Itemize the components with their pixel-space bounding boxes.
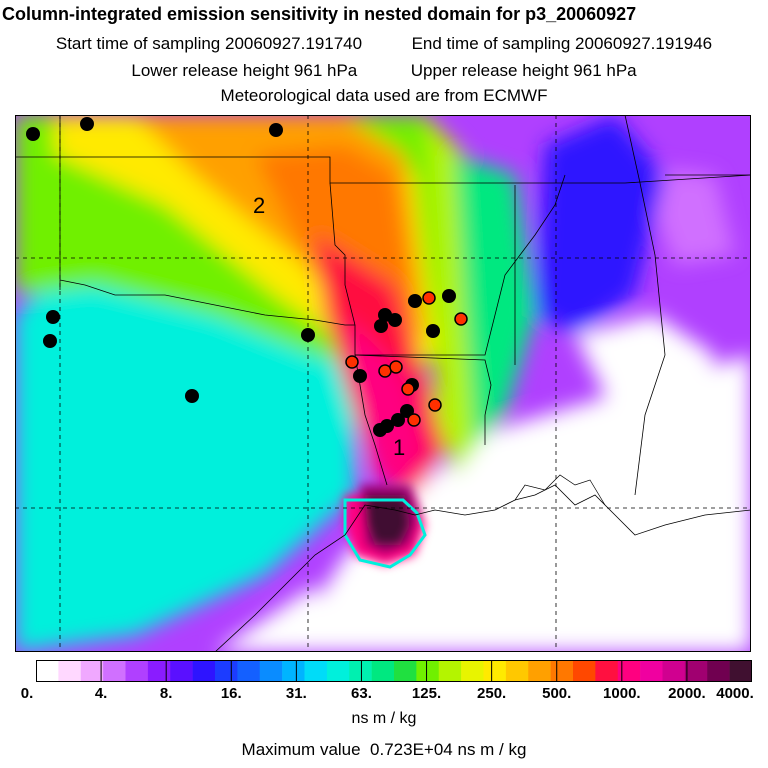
obs-point-red — [428, 398, 442, 412]
end-time-value: 20060927.191946 — [575, 34, 713, 53]
upper-release-value: 961 hPa — [573, 61, 637, 80]
colorbar-swatch — [103, 660, 126, 682]
colorbar-tick-label: 31. — [285, 685, 307, 702]
colorbar-swatch — [438, 660, 462, 682]
sampling-times: Start time of sampling 20060927.191740 E… — [0, 34, 768, 54]
colorbar-units: ns m / kg — [351, 710, 417, 727]
colorbar-swatch — [215, 660, 238, 682]
colorbar-swatch — [461, 660, 484, 682]
obs-point-red — [345, 355, 359, 369]
colorbar-swatch — [259, 660, 283, 682]
obs-point — [391, 413, 405, 427]
obs-point-red — [422, 291, 436, 305]
colorbar-swatch — [483, 660, 507, 682]
colorbar-swatch — [58, 660, 82, 682]
map-frame — [15, 115, 751, 652]
colorbar-tick-label: 4000. — [716, 685, 754, 702]
release-heights: Lower release height 961 hPa Upper relea… — [0, 61, 768, 81]
obs-point — [301, 328, 315, 342]
obs-point-red — [378, 364, 392, 378]
colorbar-tick-label: 125. — [411, 685, 442, 702]
obs-point-red — [401, 382, 415, 396]
coastline-bayou — [514, 474, 606, 506]
colorbar-frame — [36, 660, 752, 682]
colorbar-swatch — [125, 660, 149, 682]
sensitivity-field — [15, 115, 751, 652]
colorbar-swatch — [304, 660, 328, 682]
obs-point-red — [407, 413, 421, 427]
obs-point — [408, 294, 422, 308]
colorbar-tick-label: 500. — [542, 685, 572, 702]
colorbar — [36, 660, 752, 682]
colorbar-tick-label: 63. — [351, 685, 372, 702]
colorbar-swatch — [729, 660, 752, 682]
colorbar-tick-label: 4. — [94, 685, 108, 702]
obs-point — [269, 123, 283, 137]
colorbar-swatch — [394, 660, 417, 682]
observation-points-red — [345, 291, 468, 427]
colorbar-swatch — [36, 660, 59, 682]
obs-point-red — [389, 360, 403, 374]
upper-release-label: Upper release height — [410, 61, 569, 80]
colorbar-swatch — [684, 660, 708, 682]
colorbar-swatch — [662, 660, 686, 682]
colorbar-swatch — [326, 660, 350, 682]
obs-point — [374, 319, 388, 333]
colorbar-swatch — [282, 660, 305, 682]
coastline — [214, 484, 751, 652]
colorbar-swatch — [147, 660, 171, 682]
colorbar-swatch — [170, 660, 193, 682]
sensitivity-map: 1 2 — [15, 115, 751, 652]
colorbar-swatch — [573, 660, 596, 682]
obs-point — [185, 389, 199, 403]
obs-point — [426, 324, 440, 338]
colorbar-swatch — [192, 660, 216, 682]
start-time-label: Start time of sampling — [55, 34, 221, 53]
colorbar-swatch — [617, 660, 641, 682]
colorbar-swatch — [528, 660, 551, 682]
obs-point — [373, 423, 387, 437]
map-label-2: 2 — [253, 193, 265, 218]
colorbar-swatch — [595, 660, 619, 682]
colorbar-swatch — [505, 660, 529, 682]
obs-point — [80, 117, 94, 131]
colorbar-swatch — [416, 660, 440, 682]
obs-point-red — [454, 312, 468, 326]
lower-release-label: Lower release height — [131, 61, 290, 80]
max-value-number: 0.723E+04 ns m / kg — [370, 740, 527, 759]
colorbar-tick-label: 8. — [159, 685, 173, 702]
obs-point — [388, 313, 402, 327]
colorbar-tick-label: 250. — [477, 685, 507, 702]
colorbar-tick-label: 1000. — [603, 685, 641, 702]
colorbar-swatch — [371, 660, 395, 682]
obs-point — [46, 310, 60, 324]
map-label-1: 1 — [393, 435, 405, 460]
obs-point — [353, 369, 367, 383]
colorbar-tick-label: 0. — [20, 685, 34, 702]
colorbar-tick-label: 16. — [220, 685, 242, 702]
end-time-label: End time of sampling — [411, 34, 571, 53]
start-time-value: 20060927.191740 — [225, 34, 363, 53]
obs-point — [26, 127, 40, 141]
hotspot-edge — [343, 498, 427, 569]
colorbar-tick-label: 2000. — [668, 685, 706, 702]
colorbar-swatch — [707, 660, 730, 682]
figure-title: Column-integrated emission sensitivity i… — [2, 4, 637, 24]
colorbar-swatch — [80, 660, 104, 682]
colorbar-ticks: 0. 4. 8. 16. 31. 63. 125. 250. 500. 1000. 2000. 400… — [0, 685, 768, 705]
colorbar-swatch — [349, 660, 372, 682]
maximum-value: Maximum value 0.723E+04 ns m / kg — [0, 740, 768, 760]
max-value-label: Maximum value — [241, 740, 361, 759]
colorbar-swatch — [640, 660, 663, 682]
lower-release-value: 961 hPa — [293, 61, 358, 80]
met-data-source: Meteorological data used are from ECMWF — [220, 86, 548, 105]
colorbar-swatch — [550, 660, 574, 682]
obs-point — [43, 334, 57, 348]
obs-point — [442, 289, 456, 303]
colorbar-swatch — [237, 660, 261, 682]
